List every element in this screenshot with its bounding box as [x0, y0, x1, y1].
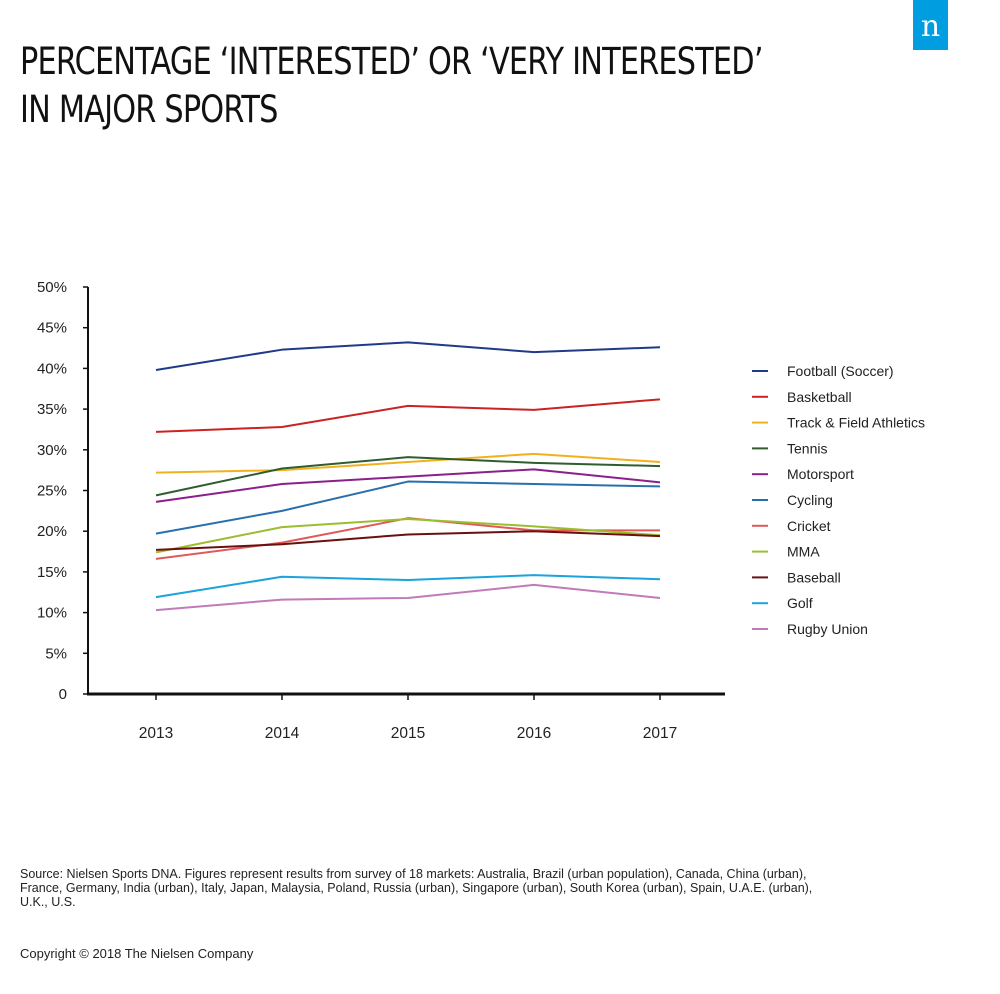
y-tick-label: 10%: [37, 605, 67, 622]
chart-legend: Football (Soccer) Basketball Track & Field…: [752, 363, 925, 637]
y-tick-label: 45%: [37, 320, 67, 337]
series-line-mma: [155, 517, 661, 554]
series-line-golf: [155, 574, 661, 599]
x-tick-label: 2015: [391, 725, 425, 742]
series-line-basketball: [155, 398, 661, 433]
chart-title: PERCENTAGE ‘INTERESTED’ OR ‘VERY INTERES…: [20, 38, 763, 134]
series-line-rugby-union: [155, 583, 661, 612]
source-note: Source: Nielsen Sports DNA. Figures repr…: [20, 867, 813, 909]
legend-label-track-field-athletics: Track & Field Athletics: [787, 415, 925, 431]
series-line-football-soccer: [155, 341, 661, 372]
y-tick-label: 15%: [37, 564, 67, 581]
legend-label-motorsport: Motorsport: [787, 466, 854, 482]
legend-label-rugby-union: Rugby Union: [787, 621, 868, 637]
series-line-track-field-athletics: [155, 452, 661, 474]
y-tick-label: 40%: [37, 360, 67, 377]
x-tick-label: 2017: [643, 725, 677, 742]
y-tick-label: 0: [59, 686, 67, 703]
y-tick-label: 5%: [45, 645, 67, 662]
y-tick-label: 25%: [37, 483, 67, 500]
x-tick-label: 2016: [517, 725, 551, 742]
chart-series: [155, 341, 661, 612]
legend-label-cricket: Cricket: [787, 518, 831, 534]
nielsen-logo-letter: n: [920, 9, 941, 44]
series-line-tennis: [155, 456, 661, 497]
y-tick-label: 20%: [37, 523, 67, 540]
y-tick-label: 30%: [37, 442, 67, 459]
series-line-motorsport: [155, 468, 661, 503]
series-line-cricket: [155, 517, 660, 560]
legend-label-tennis: Tennis: [787, 440, 827, 456]
chart-axes: 0 5% 10% 15% 20% 25% 30% 35% 40% 45% 50% 2013 2014 20…: [37, 279, 725, 742]
y-tick-label: 35%: [37, 401, 67, 418]
copyright-note: Copyright © 2018 The Nielsen Company: [20, 946, 254, 961]
series-line-cycling: [155, 480, 661, 535]
nielsen-logo: n: [913, 0, 948, 50]
legend-label-baseball: Baseball: [787, 569, 841, 585]
chart-title-line-2: IN MAJOR SPORTS: [20, 88, 278, 131]
series-line-baseball: [155, 530, 661, 551]
legend-label-golf: Golf: [787, 595, 813, 611]
legend-label-basketball: Basketball: [787, 389, 852, 405]
chart-title-line-1: PERCENTAGE ‘INTERESTED’ OR ‘VERY INTERES…: [20, 40, 763, 83]
legend-label-mma: MMA: [787, 544, 820, 560]
legend-label-cycling: Cycling: [787, 492, 833, 508]
legend-label-football-soccer: Football (Soccer): [787, 363, 894, 379]
x-tick-label: 2014: [265, 725, 300, 742]
x-tick-label: 2013: [139, 725, 173, 742]
y-tick-label: 50%: [37, 279, 67, 296]
line-chart: 0 5% 10% 15% 20% 25% 30% 35% 40% 45% 50% 2013 2014 20…: [37, 279, 925, 742]
